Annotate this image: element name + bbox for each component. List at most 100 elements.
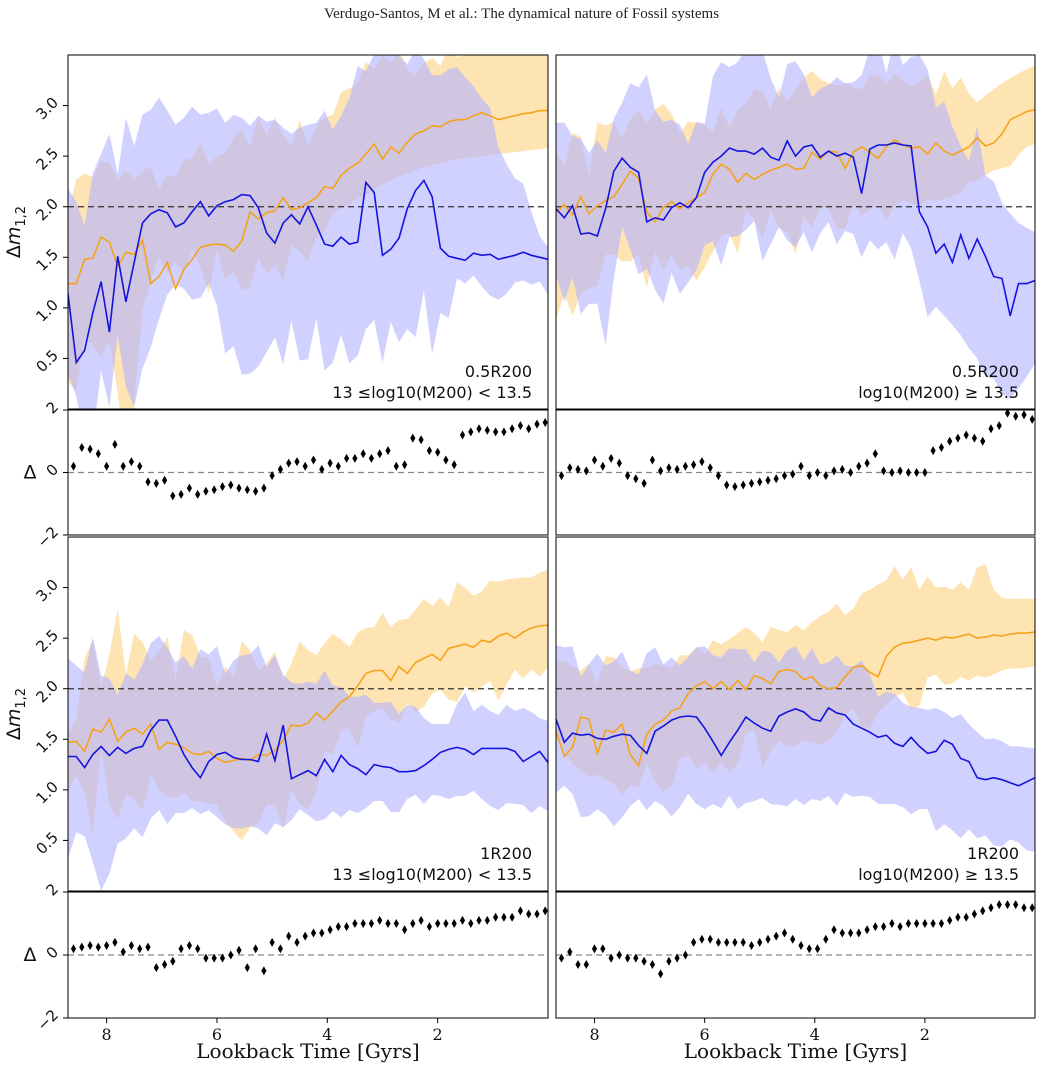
axes-frame [67,536,549,892]
difference-point [344,453,350,463]
difference-point [616,950,622,960]
difference-point [269,471,275,481]
difference-point [542,418,548,427]
annotation-mass-range: log10(M200) ≥ 13.5 [858,383,1019,402]
difference-point [831,925,837,935]
difference-point [740,480,746,490]
difference-point [228,950,234,960]
page-header: Verdugo-Santos, M et al.: The dynamical … [323,6,720,22]
difference-point [178,944,184,954]
axes-frame [67,54,549,410]
difference-point [352,919,358,928]
difference-point [294,457,300,467]
top-right-diff-plot-area [556,410,1035,492]
difference-point [484,915,490,925]
difference-point [823,471,829,481]
difference-point [484,425,490,435]
difference-point [889,919,895,928]
difference-point [170,956,176,966]
difference-point [360,919,366,928]
top-left-diff-panel: −2 0 2 Δ [24,398,549,551]
difference-point [87,444,93,454]
difference-point [451,919,457,928]
x-tick-label: 2 [433,1025,443,1044]
figure-content: 0.5 1.0 1.5 2.0 2.5 3.0 Δm1,2 0.5R200 13 ≤log10(… [3,54,1036,1063]
difference-point [856,461,862,471]
difference-point [765,475,771,485]
x-axis-label: Lookback Time [Gyrs] [684,1039,908,1063]
difference-point [633,474,639,484]
difference-point [864,458,870,468]
difference-point [872,922,878,932]
difference-point [402,925,408,935]
difference-point [798,941,804,950]
difference-point [87,941,93,950]
difference-point [905,468,911,477]
bottom-left-diff-plot-area [68,906,548,976]
bottom-right-main-panel: 1R200 log10(M200) ≥ 13.5 [555,536,1036,892]
axes-frame [555,536,1036,892]
y-tick-label: 0 [43,943,62,962]
y-tick-label: 3.0 [32,94,62,124]
axes-frame [555,54,1036,410]
difference-point [261,966,267,976]
difference-point [368,919,374,928]
difference-point [558,953,565,963]
difference-point [666,956,672,966]
difference-point [649,455,655,465]
y-tick-label: 2.0 [32,677,62,707]
difference-point [773,931,779,941]
bottom-right-diff-plot-area [556,900,1035,979]
difference-point [335,461,341,471]
difference-point [203,486,209,496]
annotation-mass-range: 13 ≤log10(M200) < 13.5 [332,865,532,884]
difference-point [1004,900,1011,910]
difference-point [691,937,697,947]
difference-point [608,453,614,463]
difference-point [864,925,870,935]
axes-frame [555,891,1036,1019]
difference-point [219,953,226,963]
annotation-radius: 0.5R200 [465,362,532,381]
difference-point [616,458,622,468]
difference-point [1013,900,1019,910]
difference-point [914,468,920,477]
orange-median-line [68,624,548,764]
top-right-diff-panel [555,409,1036,536]
difference-point [583,960,589,969]
difference-point [526,909,532,919]
difference-point [575,464,581,474]
annotation-mass-range: 13 ≤log10(M200) < 13.5 [332,383,532,402]
difference-point [186,483,192,493]
difference-point [765,934,771,944]
y-axis-label: Δm1,2 [3,688,29,740]
difference-point [724,480,730,490]
y-tick-label: 1.5 [32,245,62,275]
difference-point [625,953,631,963]
difference-point [707,934,713,944]
difference-point [658,466,664,476]
difference-point [1004,410,1011,418]
difference-point [625,471,631,481]
difference-point [319,928,325,938]
difference-point [699,934,705,944]
difference-point [914,919,920,928]
difference-point [435,919,441,928]
difference-point [732,482,738,492]
blue-scatter-band [68,636,548,891]
difference-point [410,919,416,928]
difference-point [120,461,126,471]
difference-point [980,436,986,446]
top-left-main-plot-area [68,55,548,409]
difference-point [244,485,250,495]
difference-point [922,468,928,477]
difference-point [996,421,1002,431]
difference-point [757,477,763,487]
orange-median-line [68,109,548,291]
difference-point [104,461,110,471]
difference-point [608,953,614,963]
y-axis-label: Δm1,2 [3,206,29,258]
difference-point [344,922,350,932]
difference-point [839,928,845,938]
difference-point [658,969,664,979]
